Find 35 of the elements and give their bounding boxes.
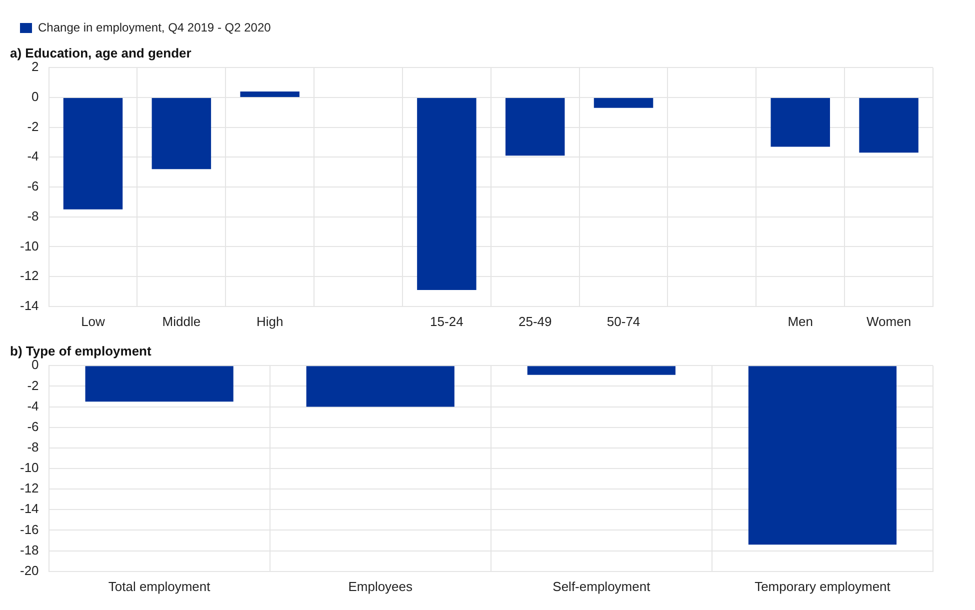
y-tick-label: 0 xyxy=(32,89,39,104)
y-tick-label: -8 xyxy=(27,208,39,224)
chart-title: a) Education, age and gender xyxy=(10,45,192,60)
y-tick-label: 2 xyxy=(32,59,39,74)
y-tick-label: 0 xyxy=(32,357,39,372)
x-tick-label: Middle xyxy=(162,314,201,329)
y-tick-label: -12 xyxy=(20,268,39,284)
x-tick-label: Self-employment xyxy=(552,578,651,594)
x-tick-label: 15-24 xyxy=(430,314,464,329)
y-tick-label: -16 xyxy=(20,522,39,537)
x-tick-label: Total employment xyxy=(108,578,211,594)
y-tick-label: -8 xyxy=(27,440,39,454)
y-tick-label: -20 xyxy=(20,562,39,578)
y-tick-label: -18 xyxy=(20,542,39,558)
x-tick-label: High xyxy=(256,314,284,329)
y-tick-label: -10 xyxy=(20,460,39,476)
y-tick-label: -4 xyxy=(27,398,39,414)
chart-title: b) Type of employment xyxy=(10,343,152,358)
x-tick-label: Women xyxy=(866,314,912,329)
x-tick-label: Men xyxy=(788,314,814,329)
legend-label: Change in employment, Q4 2019 - Q2 2020 xyxy=(38,20,272,34)
x-tick-label: Low xyxy=(81,314,106,329)
y-tick-label: -10 xyxy=(20,238,39,254)
x-tick-label: 25-49 xyxy=(518,314,552,329)
x-tick-label: Employees xyxy=(348,578,414,594)
y-tick-label: -12 xyxy=(20,480,39,496)
x-tick-label: Temporary employment xyxy=(754,578,891,594)
y-tick-label: -4 xyxy=(27,148,39,164)
y-tick-label: -14 xyxy=(20,501,39,516)
y-tick-label: -6 xyxy=(27,418,39,434)
y-tick-label: -2 xyxy=(27,118,39,134)
y-tick-label: -14 xyxy=(20,298,39,313)
y-tick-label: -6 xyxy=(27,178,39,194)
x-tick-label: 50-74 xyxy=(606,314,640,329)
y-tick-label: -2 xyxy=(27,378,39,393)
